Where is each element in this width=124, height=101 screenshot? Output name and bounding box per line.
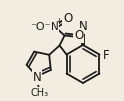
Text: N: N	[32, 71, 41, 84]
Text: N: N	[51, 22, 58, 32]
Text: O: O	[74, 29, 83, 42]
Text: ⁻O⁻: ⁻O⁻	[30, 23, 51, 33]
Text: O: O	[63, 12, 72, 25]
Text: F: F	[103, 49, 110, 62]
Text: N: N	[79, 20, 87, 33]
Text: +: +	[56, 17, 62, 26]
Text: CH₃: CH₃	[31, 88, 49, 98]
